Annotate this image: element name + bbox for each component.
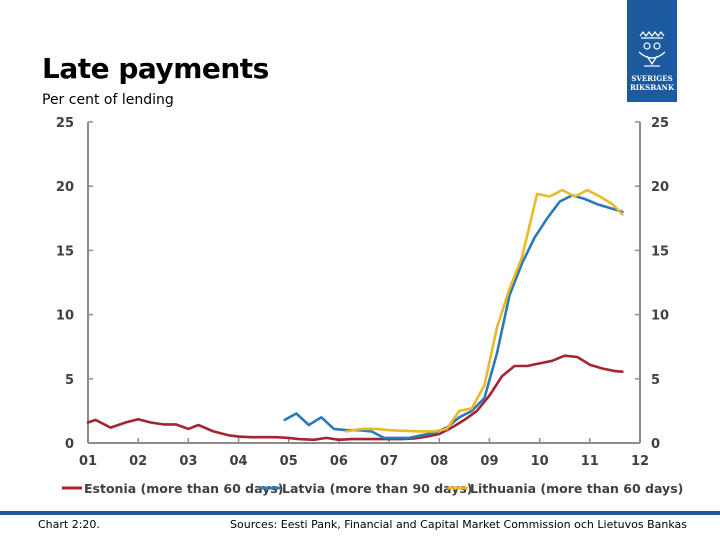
y-tick-label-right: 0 [651,437,660,452]
y-tick-label-left: 0 [65,437,74,452]
x-tick-label: 09 [480,454,498,469]
y-tick-label-left: 20 [56,180,74,195]
x-tick-label: 04 [229,454,247,469]
y-tick-label-left: 25 [56,116,74,131]
legend-label-lithuania: Lithuania (more than 60 days) [470,481,683,496]
series-line-latvia [283,193,624,440]
logo-text-line2: RIKSBANK [629,83,675,92]
x-tick-label: 10 [531,454,549,469]
y-tick-label-right: 10 [651,309,669,324]
y-tick-label-right: 20 [651,180,669,195]
y-tick-label-right: 15 [651,244,669,259]
legend-label-estonia: Estonia (more than 60 days) [84,481,283,496]
legend-label-latvia: Latvia (more than 90 days) [282,481,473,496]
x-tick-label: 11 [581,454,599,469]
crowns-icon [638,31,666,67]
chart-number: Chart 2:20. [38,518,100,531]
logo-text-line1: SVERIGES [631,74,673,83]
y-tick-label-left: 5 [65,373,74,388]
x-tick-label: 06 [330,454,348,469]
riksbank-logo: SVERIGES RIKSBANK [627,0,677,102]
x-tick-label: 12 [631,454,649,469]
series-line-estonia [86,354,624,442]
x-tick-label: 08 [430,454,448,469]
footer-band [0,511,720,515]
y-tick-label-left: 15 [56,244,74,259]
sources-note: Sources: Eesti Pank, Financial and Capit… [230,518,687,531]
y-tick-label-right: 5 [651,373,660,388]
series-line-lithuania [345,188,624,433]
chart-subtitle: Per cent of lending [42,92,174,108]
x-tick-label: 03 [179,454,197,469]
x-tick-label: 07 [380,454,398,469]
x-tick-label: 02 [129,454,147,469]
x-tick-label: 05 [280,454,298,469]
chart-title: Late payments [42,52,269,85]
y-tick-label-right: 25 [651,116,669,131]
x-tick-label: 01 [79,454,97,469]
y-tick-label-left: 10 [56,309,74,324]
